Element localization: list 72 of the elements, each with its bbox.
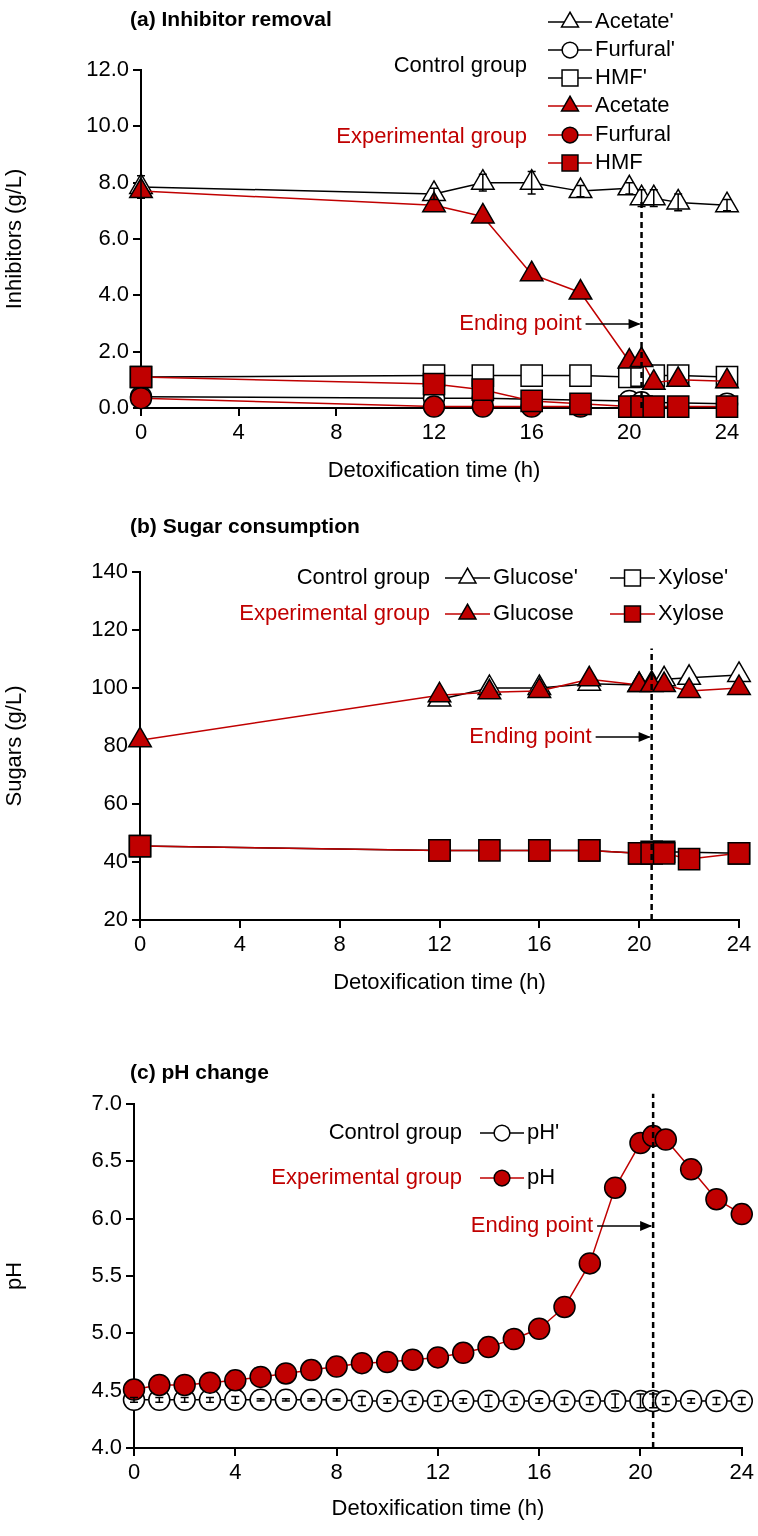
y-axis-title: Inhibitors (g/L) <box>1 168 27 310</box>
x-tick-label: 4 <box>232 419 245 445</box>
y-axis-title: pH <box>1 1261 27 1291</box>
annotation: Control group <box>328 1119 462 1145</box>
y-tick-label: 12.0 <box>86 56 129 82</box>
y-tick-label: 4.5 <box>91 1376 122 1402</box>
legend-label: Glucose <box>493 600 574 626</box>
x-tick-label: 24 <box>729 1459 755 1485</box>
annotation: Control group <box>296 564 430 590</box>
y-tick-label: 4.0 <box>91 1434 122 1460</box>
y-tick-label: 80 <box>103 732 128 758</box>
x-tick-label: 8 <box>330 419 343 445</box>
y-axis-title: Sugars (g/L) <box>1 685 27 807</box>
x-tick-label: 0 <box>134 419 148 445</box>
x-tick-label: 8 <box>330 1459 343 1485</box>
x-tick-label: 8 <box>333 931 346 957</box>
legend-label: Xylose' <box>658 564 729 590</box>
x-tick-label: 0 <box>127 1459 141 1485</box>
y-tick-label: 40 <box>103 848 128 874</box>
x-tick-label: 20 <box>626 931 652 957</box>
y-tick-label: 5.0 <box>91 1319 122 1345</box>
legend-label: Acetate <box>595 92 670 118</box>
y-tick-label: 4.0 <box>98 281 129 307</box>
y-tick-label: 140 <box>91 558 128 584</box>
x-axis-title: Detoxification time (h) <box>331 1494 545 1520</box>
legend-label: HMF <box>595 149 643 175</box>
x-tick-label: 16 <box>527 931 552 957</box>
ref-line-label: Ending point <box>459 310 582 336</box>
y-tick-label: 5.5 <box>91 1262 122 1288</box>
y-tick-label: 10.0 <box>86 112 129 138</box>
chart-title: (a) Inhibitor removal <box>130 6 332 30</box>
y-tick-label: 20 <box>103 906 128 932</box>
y-tick-label: 6.5 <box>91 1147 122 1173</box>
chart-title: (c) pH change <box>130 1059 269 1083</box>
x-tick-label: 16 <box>526 1459 552 1485</box>
legend-label: Glucose' <box>493 564 578 590</box>
x-axis-title: Detoxification time (h) <box>333 968 546 994</box>
y-tick-label: 120 <box>91 616 128 642</box>
legend-label: pH' <box>527 1119 560 1145</box>
annotation: Experimental group <box>239 600 430 626</box>
x-tick-label: 4 <box>233 931 246 957</box>
x-tick-label: 20 <box>628 1459 653 1485</box>
annotation: Experimental group <box>336 123 527 149</box>
annotation: Experimental group <box>271 1164 462 1190</box>
legend-label: pH <box>527 1164 556 1190</box>
x-tick-label: 4 <box>229 1459 242 1485</box>
x-tick-label: 12 <box>425 1459 451 1485</box>
y-tick-label: 8.0 <box>98 168 129 194</box>
legend-label: Furfural <box>595 121 671 147</box>
y-tick-label: 2.0 <box>98 337 129 363</box>
legend-label: HMF' <box>595 64 647 90</box>
y-tick-label: 7.0 <box>91 1090 122 1116</box>
y-tick-label: 60 <box>103 790 128 816</box>
ref-line-label: Ending point <box>469 723 592 749</box>
legend-label: Acetate' <box>595 8 674 34</box>
ref-line-label: Ending point <box>470 1212 594 1238</box>
x-tick-label: 24 <box>714 419 740 445</box>
x-tick-label: 0 <box>133 931 147 957</box>
x-tick-label: 12 <box>421 419 447 445</box>
y-tick-label: 100 <box>91 674 128 700</box>
chart-title: (b) Sugar consumption <box>130 513 360 537</box>
annotation: Control group <box>393 52 527 78</box>
x-tick-label: 12 <box>427 931 452 957</box>
legend-label: Furfural' <box>595 36 675 62</box>
y-tick-label: 6.0 <box>91 1204 122 1230</box>
legend-label: Xylose <box>658 600 725 626</box>
x-tick-label: 20 <box>617 419 642 445</box>
x-tick-label: 16 <box>519 419 544 445</box>
x-axis-title: Detoxification time (h) <box>327 456 541 482</box>
x-tick-label: 24 <box>726 931 752 957</box>
y-tick-label: 6.0 <box>98 225 129 251</box>
y-tick-label: 0.0 <box>98 394 129 420</box>
